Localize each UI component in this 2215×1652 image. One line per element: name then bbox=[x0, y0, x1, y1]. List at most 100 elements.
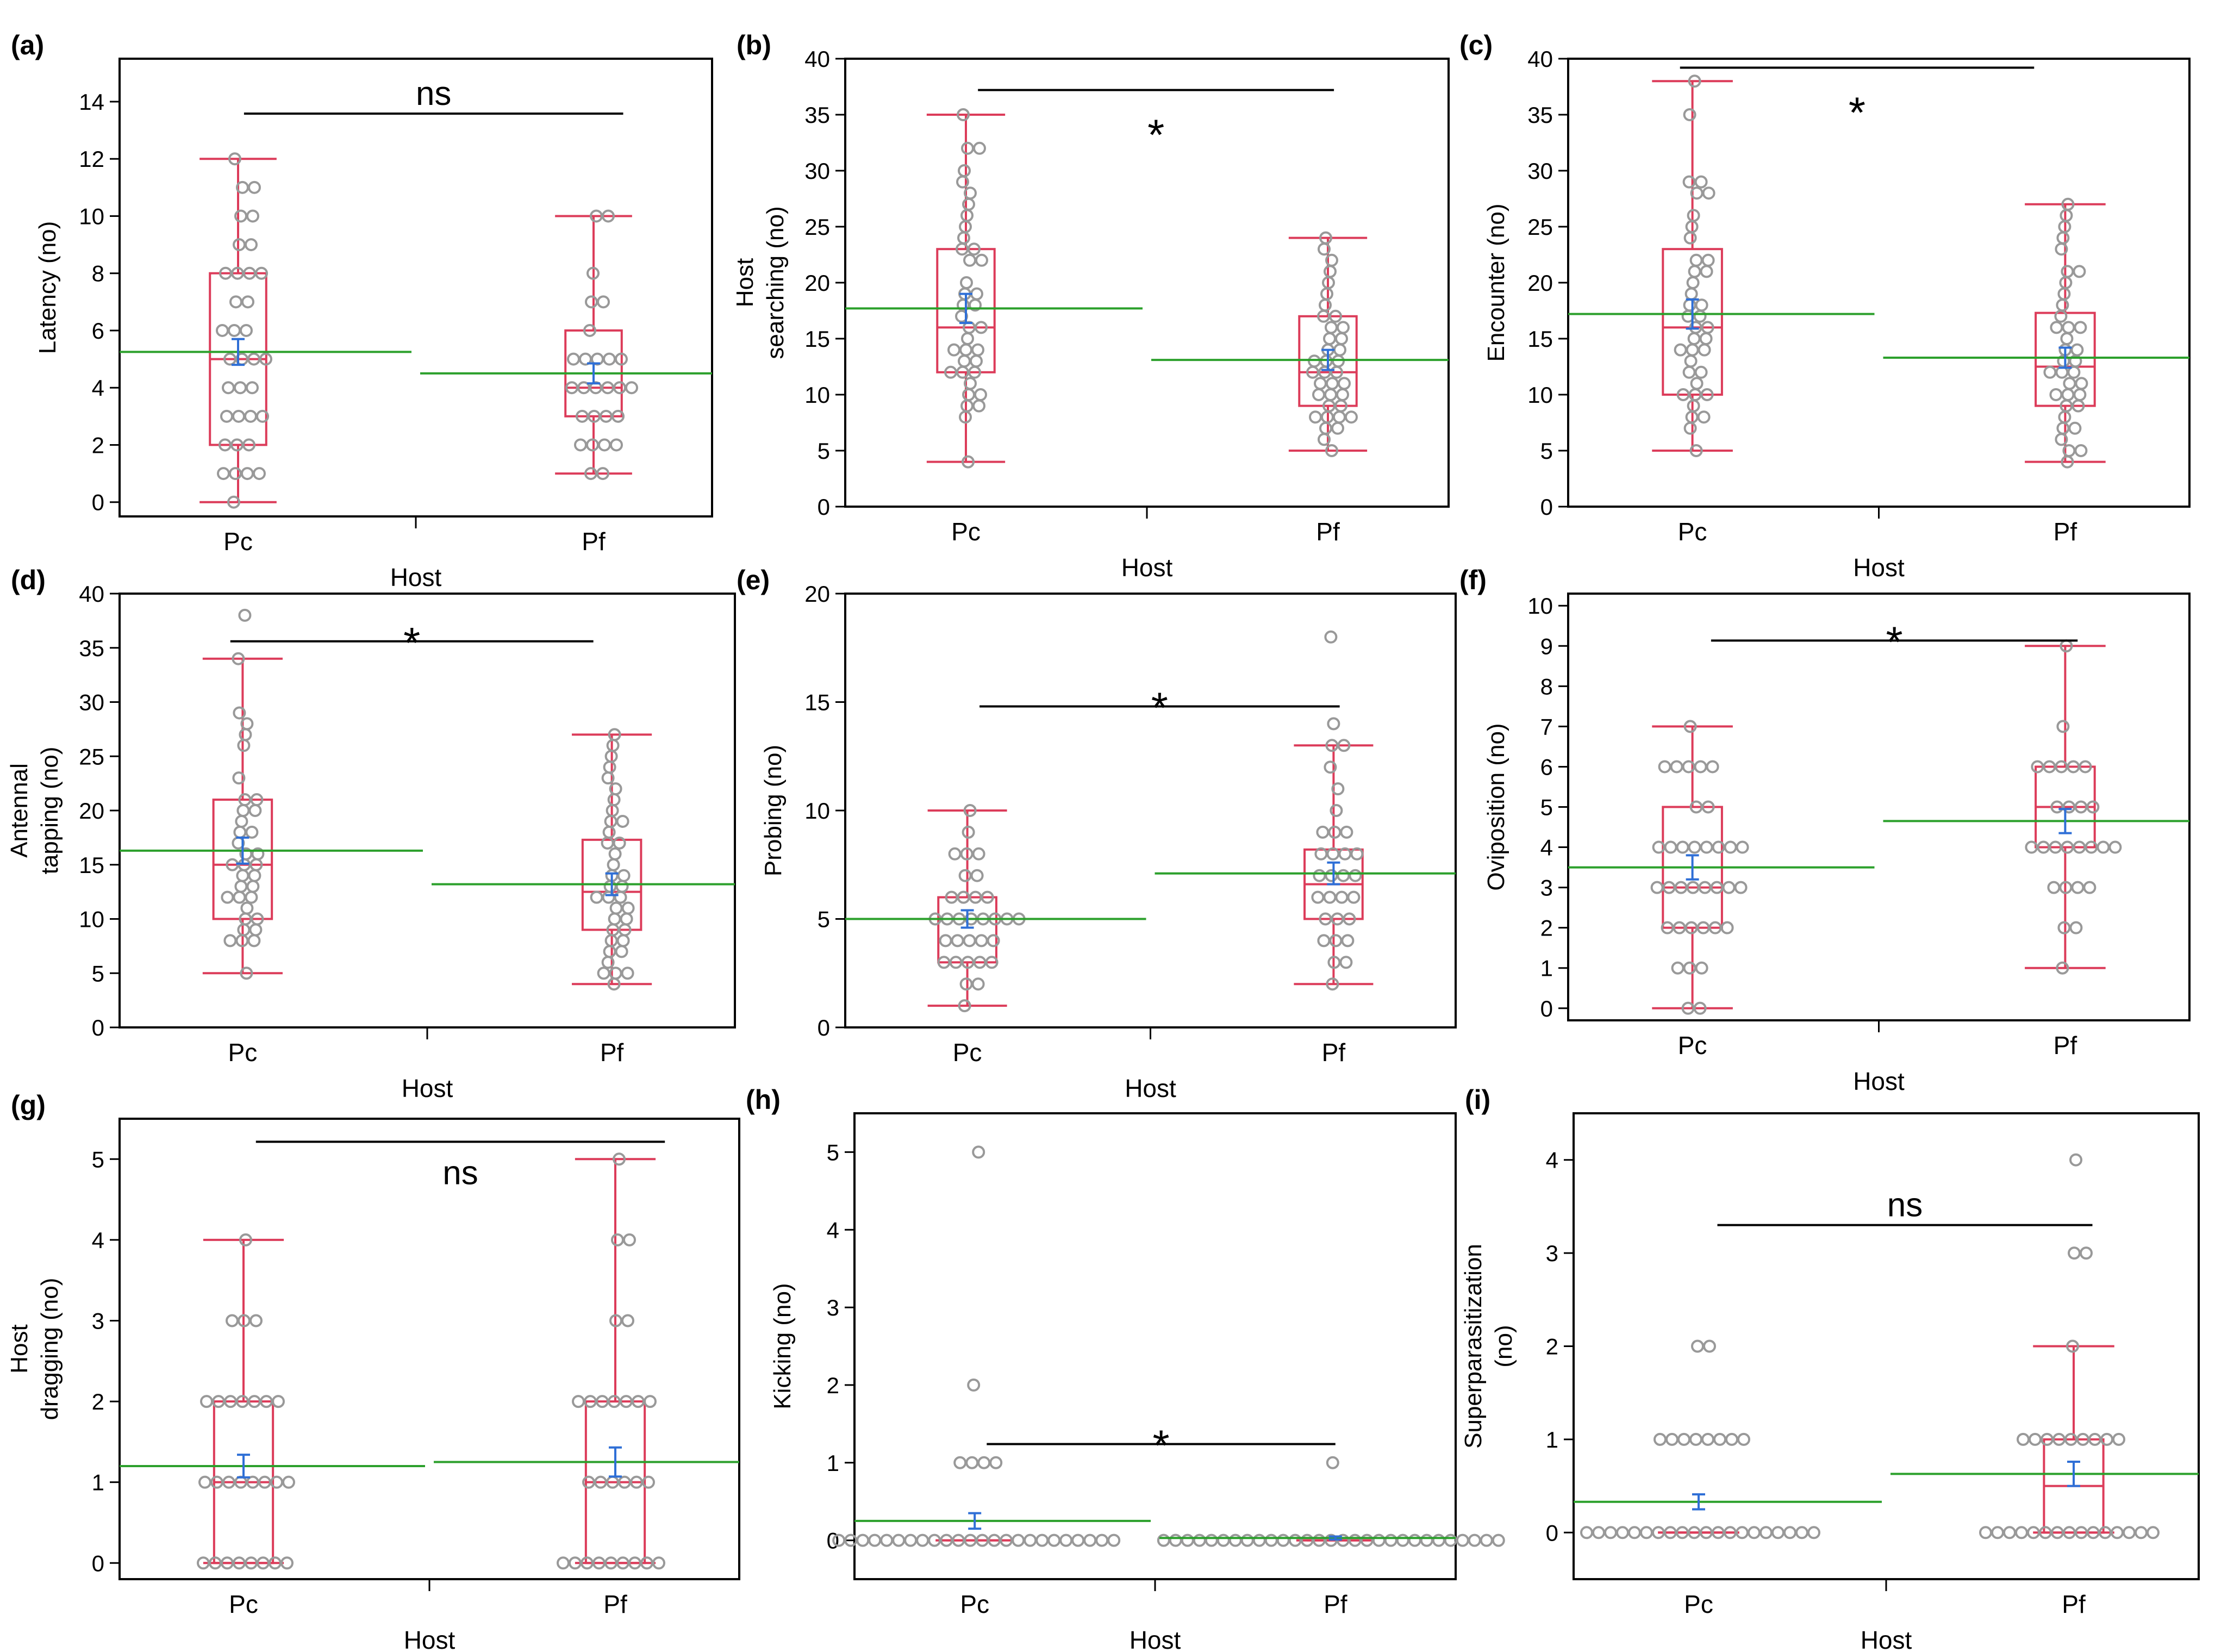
y-tick-label: 4 bbox=[1540, 835, 1553, 861]
data-point bbox=[974, 388, 987, 401]
data-point bbox=[948, 847, 962, 861]
y-tick-label: 12 bbox=[79, 146, 104, 172]
y-tick-label: 15 bbox=[804, 690, 830, 715]
data-point bbox=[615, 945, 628, 958]
data-point bbox=[959, 410, 972, 424]
data-point bbox=[1670, 760, 1683, 774]
y-tick-label: 35 bbox=[1527, 102, 1553, 128]
y-tick-label: 8 bbox=[1540, 674, 1553, 699]
data-point bbox=[620, 912, 633, 926]
data-point bbox=[1193, 1533, 1206, 1547]
y-tick-label: 2 bbox=[827, 1373, 839, 1398]
x-tick-label: Pc bbox=[1678, 1031, 1707, 1059]
data-point bbox=[1695, 961, 1708, 975]
y-tick-label: 0 bbox=[92, 1015, 104, 1040]
data-point bbox=[987, 934, 1000, 947]
data-point bbox=[1318, 242, 1331, 256]
data-point bbox=[2073, 388, 2087, 401]
data-point bbox=[644, 1395, 657, 1408]
data-point bbox=[958, 999, 971, 1013]
y-tick-label: 1 bbox=[1546, 1427, 1558, 1452]
data-point bbox=[945, 890, 958, 904]
x-tick-label: Pf bbox=[2054, 1031, 2077, 1059]
data-point bbox=[1694, 760, 1707, 774]
data-point bbox=[1654, 1432, 1667, 1446]
data-point bbox=[985, 956, 999, 969]
data-point bbox=[1319, 421, 1332, 435]
data-point bbox=[621, 901, 635, 915]
x-axis-label: Host bbox=[402, 1074, 453, 1102]
data-point bbox=[253, 467, 266, 481]
y-tick-label: 4 bbox=[1546, 1148, 1558, 1173]
data-point bbox=[1216, 1533, 1230, 1547]
data-point bbox=[1337, 321, 1350, 334]
data-point bbox=[244, 409, 257, 423]
data-point bbox=[1350, 847, 1364, 861]
data-point bbox=[1335, 890, 1349, 904]
x-axis-label: Host bbox=[404, 1626, 456, 1652]
x-tick-label: Pf bbox=[582, 527, 606, 556]
data-point bbox=[2067, 365, 2081, 379]
data-point bbox=[1347, 890, 1361, 904]
data-point bbox=[1795, 1526, 1808, 1539]
y-tick-label: 20 bbox=[804, 581, 830, 607]
significance-label: ns bbox=[1887, 1187, 1923, 1224]
y-tick-label: 10 bbox=[804, 798, 830, 824]
data-point bbox=[2079, 760, 2092, 774]
data-point bbox=[232, 652, 245, 665]
data-point bbox=[1349, 869, 1362, 882]
data-point bbox=[1697, 410, 1711, 424]
data-point bbox=[1314, 847, 1328, 861]
data-point bbox=[249, 923, 263, 937]
data-point bbox=[2060, 332, 2074, 345]
data-point bbox=[1492, 1533, 1505, 1547]
y-tick-label: 25 bbox=[1527, 214, 1553, 240]
panel-label: (a) bbox=[11, 30, 44, 60]
data-point bbox=[2061, 388, 2075, 401]
data-point bbox=[236, 869, 249, 882]
data-point bbox=[1372, 1533, 1386, 1547]
data-point bbox=[608, 847, 622, 861]
panel-label: (h) bbox=[746, 1084, 781, 1115]
data-point bbox=[241, 295, 254, 309]
data-point bbox=[1338, 377, 1351, 390]
y-tick-label: 9 bbox=[1540, 633, 1553, 659]
data-point bbox=[237, 739, 251, 752]
y-tick-label: 6 bbox=[92, 318, 104, 344]
x-axis-label: Host bbox=[390, 563, 442, 591]
data-point bbox=[233, 706, 246, 720]
data-point bbox=[2056, 421, 2070, 435]
y-axis-label-line: Kicking (no) bbox=[769, 1283, 796, 1409]
x-axis-label: Host bbox=[1130, 1626, 1181, 1652]
y-tick-label: 8 bbox=[92, 261, 104, 286]
data-point bbox=[226, 1314, 239, 1327]
data-point bbox=[2047, 881, 2061, 894]
data-point bbox=[1228, 1533, 1242, 1547]
data-point bbox=[1700, 265, 1713, 278]
data-point bbox=[1333, 410, 1346, 424]
data-point bbox=[603, 760, 616, 774]
y-tick-label: 3 bbox=[1546, 1240, 1558, 1266]
data-point bbox=[1107, 1533, 1121, 1547]
y-tick-label: 15 bbox=[79, 852, 104, 878]
data-point bbox=[968, 365, 981, 379]
data-point bbox=[972, 847, 985, 861]
y-axis-label-line: Probing (no) bbox=[760, 745, 787, 876]
y-tick-label: 40 bbox=[1527, 46, 1553, 72]
data-point bbox=[2147, 1526, 2160, 1539]
data-point bbox=[582, 1475, 595, 1489]
panel-label: (e) bbox=[737, 565, 770, 595]
data-point bbox=[2068, 421, 2082, 435]
panel-label: (i) bbox=[1465, 1084, 1490, 1115]
data-point bbox=[590, 890, 603, 904]
x-tick-label: Pc bbox=[953, 1038, 982, 1067]
data-point bbox=[1339, 956, 1353, 969]
box-iqr bbox=[1662, 248, 1723, 396]
data-point bbox=[1252, 1533, 1266, 1547]
data-point bbox=[239, 1233, 252, 1246]
box-iqr bbox=[212, 799, 273, 920]
data-point bbox=[1687, 332, 1701, 345]
data-point bbox=[1688, 265, 1701, 278]
data-point bbox=[1444, 1533, 1457, 1547]
